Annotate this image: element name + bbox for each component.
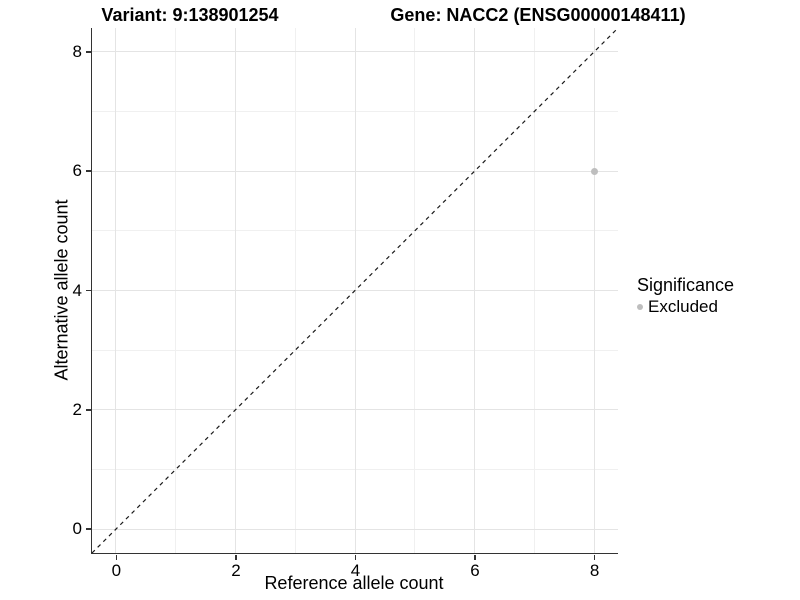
y-tick bbox=[86, 528, 91, 530]
y-tick-label: 8 bbox=[72, 41, 82, 61]
plot-title-variant: Variant: 9:138901254 bbox=[101, 5, 279, 25]
y-tick bbox=[86, 51, 91, 53]
y-tick bbox=[86, 409, 91, 411]
identity-dashed-line bbox=[91, 27, 619, 554]
x-tick bbox=[354, 554, 357, 560]
data-point bbox=[590, 167, 598, 175]
legend-item-label: Excluded bbox=[648, 297, 718, 316]
legend-point-icon bbox=[637, 304, 643, 310]
x-tick bbox=[593, 554, 596, 560]
x-tick bbox=[235, 554, 237, 560]
y-axis-title: Alternative allele count bbox=[51, 199, 72, 381]
y-tick-label: 2 bbox=[72, 399, 82, 419]
major-gridline-y bbox=[92, 528, 618, 530]
legend-items: Excluded bbox=[637, 298, 734, 316]
legend-title: Significance bbox=[637, 275, 735, 295]
plot-panel bbox=[91, 27, 619, 554]
major-gridline-y bbox=[92, 409, 618, 411]
y-tick-label: 6 bbox=[72, 161, 82, 181]
y-tick bbox=[86, 170, 91, 172]
x-tick bbox=[474, 554, 476, 560]
legend-item-excluded: Excluded bbox=[637, 298, 734, 316]
x-tick-label: 0 bbox=[111, 561, 122, 580]
legend: Significance Excluded bbox=[637, 275, 734, 316]
x-tick-label: 4 bbox=[350, 561, 361, 580]
x-axis-title: Reference allele count bbox=[264, 573, 444, 593]
major-gridline-y bbox=[92, 170, 618, 172]
x-tick bbox=[115, 554, 118, 560]
y-tick bbox=[86, 289, 91, 292]
x-tick-label: 2 bbox=[231, 561, 241, 580]
plot-title-gene: Gene: NACC2 (ENSG00000148411) bbox=[390, 5, 686, 25]
y-tick-label: 0 bbox=[72, 519, 82, 539]
x-tick-label: 6 bbox=[470, 561, 480, 580]
major-gridline-y bbox=[92, 51, 618, 53]
y-tick-label: 4 bbox=[72, 280, 82, 300]
x-tick-label: 8 bbox=[589, 561, 600, 580]
